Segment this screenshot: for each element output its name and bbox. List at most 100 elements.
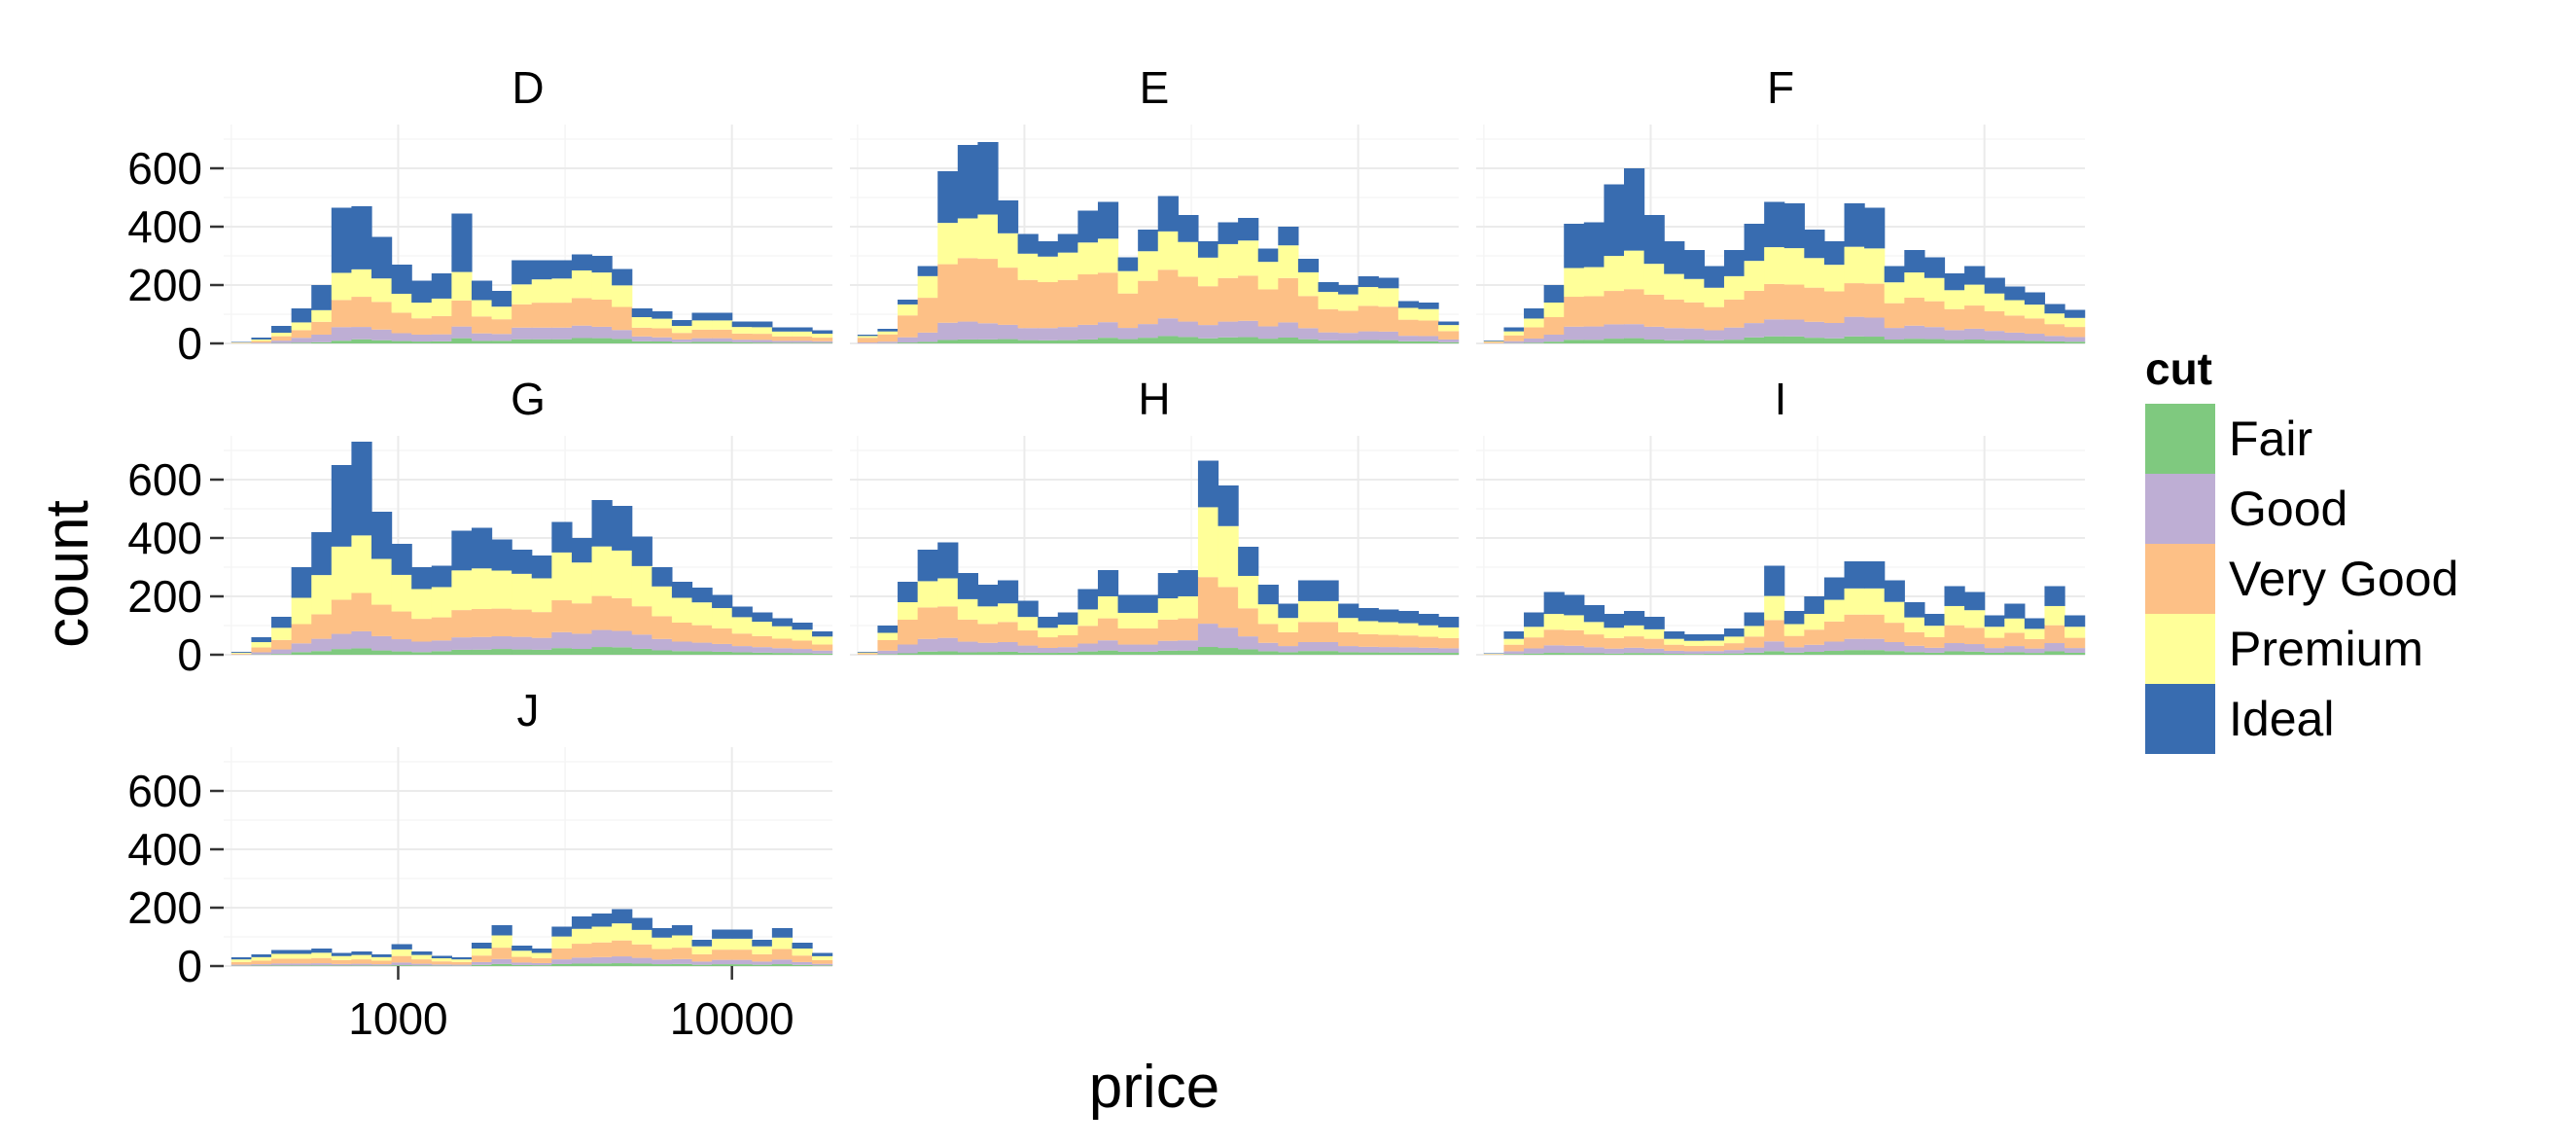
bar-g-ideal	[432, 566, 452, 588]
bar-e-ideal	[958, 145, 978, 218]
bar-f-ideal	[1644, 215, 1665, 264]
bar-f-ideal	[1724, 250, 1745, 276]
bar-h-fair	[1018, 653, 1039, 655]
bar-d-premium	[592, 272, 613, 300]
bar-f-fair	[1745, 338, 1765, 343]
bar-i-ideal	[1564, 595, 1584, 616]
bar-h-fair	[958, 652, 978, 655]
bar-j-ideal	[772, 928, 793, 938]
bar-f-very-good	[1944, 309, 1964, 331]
bar-h-good	[937, 638, 958, 652]
bar-d-fair	[732, 342, 753, 343]
bar-f-premium	[1684, 279, 1705, 303]
bar-j-very-good	[392, 956, 412, 963]
bar-i-good	[1664, 651, 1684, 654]
bar-g-ideal	[752, 613, 772, 623]
bar-j-very-good	[712, 950, 732, 960]
bar-g-premium	[532, 578, 552, 612]
bar-i-ideal	[1885, 581, 1905, 602]
bar-g-fair	[612, 647, 632, 655]
bar-i-premium	[1885, 602, 1905, 623]
bar-j-fair	[752, 965, 772, 966]
bar-f-premium	[1944, 290, 1964, 308]
bar-i-very-good	[1924, 637, 1945, 648]
bar-h-premium	[858, 653, 878, 654]
bar-j-good	[672, 959, 692, 964]
bar-f-good	[1824, 323, 1845, 339]
bar-e-good	[1058, 327, 1078, 341]
bar-e-very-good	[998, 268, 1018, 325]
bar-d-very-good	[612, 307, 632, 331]
bar-i-fair	[1664, 654, 1684, 655]
bar-d-fair	[592, 339, 613, 343]
bar-d-very-good	[392, 312, 412, 333]
bar-e-fair	[1077, 340, 1098, 343]
bar-g-fair	[632, 649, 653, 655]
bar-f-very-good	[2064, 327, 2085, 337]
bar-h-very-good	[1178, 619, 1198, 641]
bar-f-premium	[1724, 276, 1745, 300]
legend-label-fair: Fair	[2229, 412, 2312, 466]
bar-d-good	[432, 335, 452, 341]
bar-d-fair	[712, 341, 732, 343]
bar-h-very-good	[1378, 635, 1398, 648]
bar-g-good	[492, 636, 512, 649]
bar-i-very-good	[1503, 645, 1524, 652]
bar-h-ideal	[1218, 485, 1239, 526]
bar-g-very-good	[792, 640, 812, 649]
bar-i-good	[1724, 650, 1745, 654]
bar-i-good	[1964, 644, 1985, 652]
bar-d-very-good	[472, 316, 492, 333]
bar-f-fair	[1985, 341, 2005, 343]
bar-d-very-good	[271, 337, 292, 341]
bar-h-premium	[1018, 617, 1039, 630]
bar-d-very-good	[492, 319, 512, 334]
bar-d-premium	[311, 310, 332, 322]
bar-j-ideal	[551, 927, 572, 937]
bar-j-ideal	[492, 925, 512, 936]
bar-h-good	[1058, 647, 1078, 653]
bar-h-ideal	[1098, 570, 1118, 596]
bar-h-good	[1218, 627, 1239, 648]
bar-i-ideal	[1924, 614, 1945, 626]
bar-g-good	[432, 640, 452, 651]
bar-g-good	[712, 644, 732, 652]
bar-f-ideal	[1745, 224, 1765, 261]
bar-h-premium	[937, 578, 958, 606]
x-axis-title: price	[1089, 1054, 1219, 1121]
bar-j-very-good	[612, 941, 632, 956]
bar-f-ideal	[1824, 241, 1845, 265]
bar-h-very-good	[858, 654, 878, 655]
bar-f-good	[1804, 322, 1824, 338]
bar-d-fair	[652, 341, 672, 343]
bar-h-ideal	[998, 581, 1018, 604]
bar-h-good	[1378, 647, 1398, 653]
bar-j-good	[812, 964, 832, 966]
bar-f-very-good	[1885, 304, 1905, 328]
bar-j-premium	[251, 957, 271, 961]
bar-j-good	[632, 958, 653, 964]
bar-i-premium	[1664, 639, 1684, 645]
bar-h-very-good	[1118, 628, 1139, 645]
bar-i-very-good	[1644, 639, 1665, 649]
bar-d-premium	[752, 327, 772, 334]
bar-g-fair	[472, 650, 492, 655]
bar-f-very-good	[2044, 324, 2064, 336]
bar-i-fair	[2064, 653, 2085, 655]
bar-e-very-good	[1258, 289, 1279, 326]
bar-h-good	[1258, 643, 1279, 652]
bar-h-ideal	[958, 573, 978, 599]
bar-e-good	[1238, 321, 1258, 338]
bar-i-fair	[2025, 653, 2045, 655]
y-tick-label: 200	[127, 571, 202, 622]
bar-i-fair	[1904, 652, 1924, 655]
y-tick-label: 600	[127, 454, 202, 505]
bar-g-ideal	[632, 537, 653, 566]
bar-i-fair	[1764, 651, 1784, 655]
bar-e-good	[918, 333, 938, 342]
bar-g-fair	[572, 649, 592, 655]
bar-f-good	[1664, 328, 1684, 341]
bar-h-very-good	[937, 606, 958, 637]
bar-i-good	[1604, 649, 1624, 654]
